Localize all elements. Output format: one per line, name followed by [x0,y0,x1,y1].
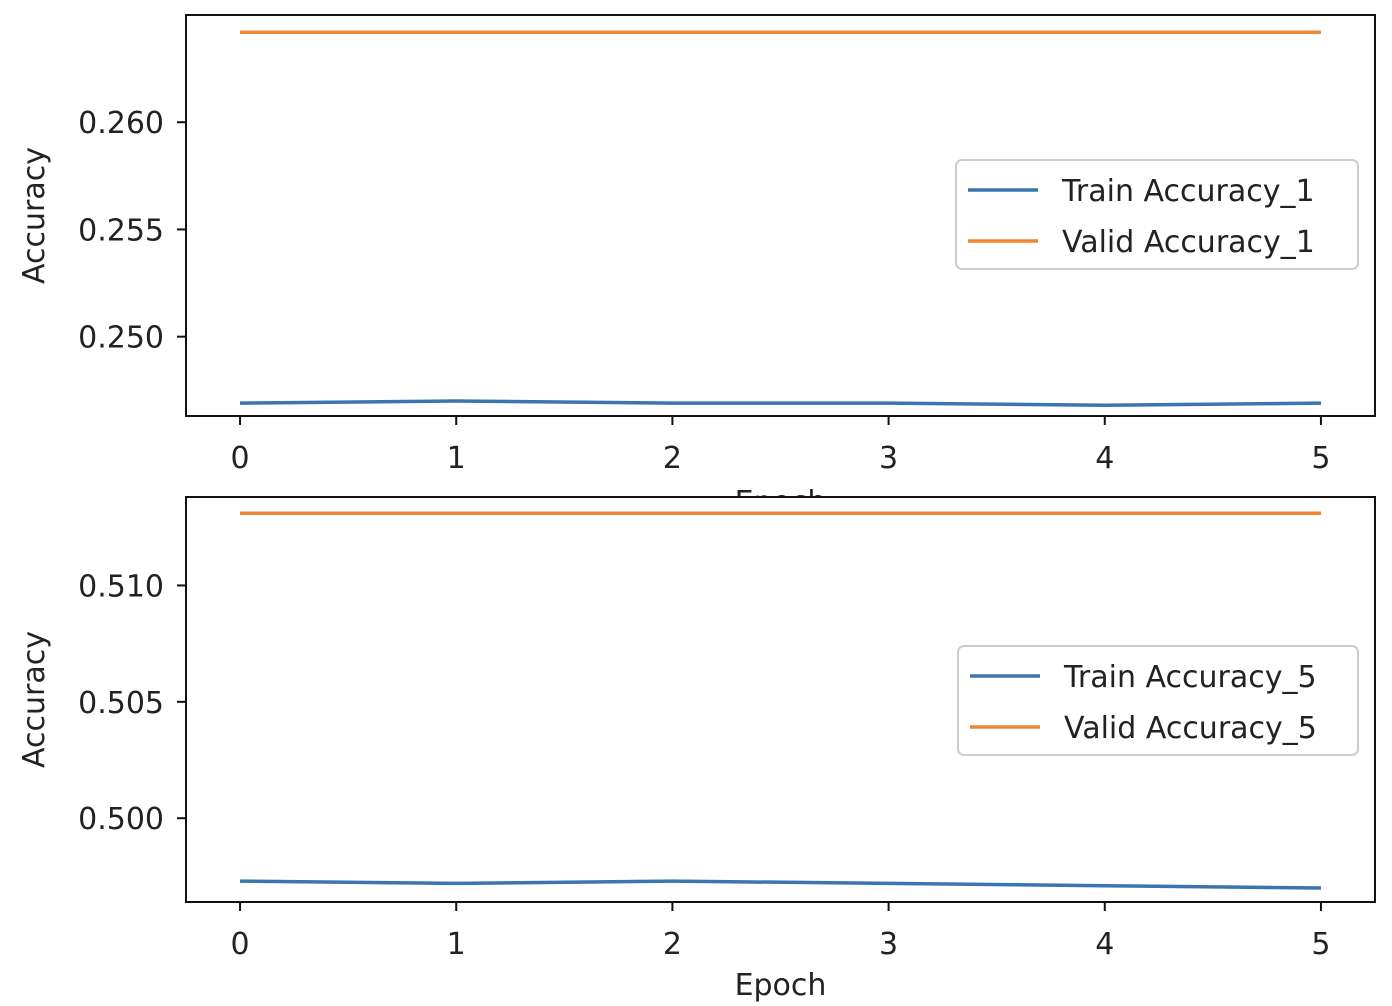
x-tick-label: 0 [230,441,249,476]
x-tick-label: 4 [1095,441,1114,476]
x-tick-label: 1 [447,927,466,962]
x-tick-label: 2 [663,441,682,476]
legend-box [957,645,1359,756]
axes-frame [185,496,1376,903]
x-tick-label: 3 [879,441,898,476]
y-tick-label: 0.505 [78,686,164,721]
x-tick-label: 0 [230,927,249,962]
chart-bottom-accuracy-5: Epoch 0 1 2 3 4 5 0.500 0.505 0.510 Accuracy Train … [17,496,1376,1003]
legend: Train Accuracy_5 Valid Accuracy_5 [957,645,1359,756]
y-axis-label: Accuracy [17,147,52,284]
y-tick-label: 0.510 [78,569,164,604]
y-axis-label: Accuracy [17,631,52,768]
legend-box [955,159,1359,270]
series-line-1 [239,399,1322,408]
legend-entry-1: Train Accuracy_1 [1061,174,1315,209]
x-tick-label: 1 [447,441,466,476]
y-tick-label: 0.250 [78,321,164,356]
x-tick-label: 5 [1311,927,1330,962]
y-tick-label: 0.500 [78,802,164,837]
y-tick-label: 0.255 [78,213,164,248]
series-line-1 [239,879,1322,890]
legend-entry-2: Valid Accuracy_1 [1062,225,1315,260]
x-axis-label: Epoch [735,968,827,1003]
x-tick-label: 3 [879,927,898,962]
x-tick-label: 5 [1311,441,1330,476]
x-tick-label: 4 [1095,927,1114,962]
legend-entry-1: Train Accuracy_5 [1063,660,1317,695]
chart-top-accuracy-1: Epoch0123450.2500.2550.260AccuracyTrain … [17,14,1376,520]
legend: Train Accuracy_1 Valid Accuracy_1 [955,159,1359,270]
axes-frame [185,14,1376,417]
y-tick-label: 0.260 [78,106,164,141]
x-tick-label: 2 [663,927,682,962]
legend-entry-2: Valid Accuracy_5 [1064,711,1317,746]
